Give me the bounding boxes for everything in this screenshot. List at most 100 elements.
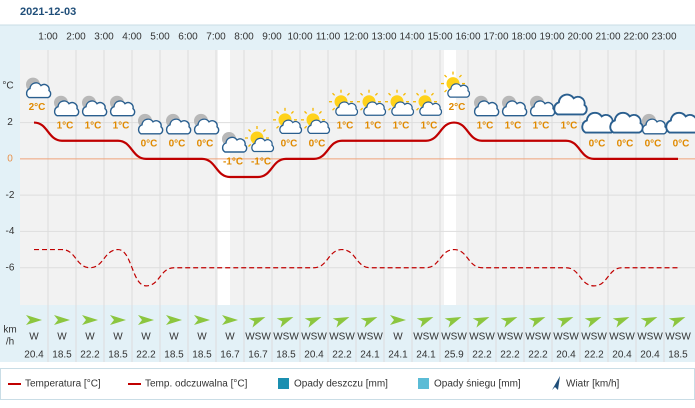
sun-ray — [458, 74, 462, 78]
wind-direction: WSW — [553, 332, 579, 343]
weather-icon — [385, 89, 415, 116]
x-tick-label: 2:00 — [66, 32, 86, 43]
axis-band — [0, 25, 20, 362]
sun-ray — [318, 110, 322, 114]
sun-ray — [360, 92, 364, 96]
wind-unit: km — [3, 325, 16, 336]
temperature-label: 1°C — [533, 120, 550, 131]
temperature-label: 1°C — [505, 120, 522, 131]
weather-icon — [109, 95, 136, 117]
x-tick-label: 16:00 — [455, 32, 480, 43]
weather-icon — [441, 71, 471, 98]
wind-unit: /h — [6, 337, 14, 348]
wind-direction: W — [197, 332, 207, 343]
wind-direction: WSW — [357, 332, 383, 343]
weather-icon — [413, 89, 443, 116]
wind-arrow — [528, 317, 546, 328]
wind-speed: 24.1 — [360, 350, 380, 361]
sun-ray — [248, 143, 252, 147]
wind-arrow — [26, 315, 42, 325]
legend-box — [0, 368, 695, 400]
wind-speed: 22.2 — [500, 350, 520, 361]
x-tick-label: 17:00 — [483, 32, 508, 43]
cloud — [53, 100, 80, 117]
weather-icon — [609, 111, 644, 134]
cloud — [109, 100, 136, 117]
wind-speed: 16.7 — [248, 350, 268, 361]
cloud — [193, 118, 220, 135]
wind-direction: WSW — [469, 332, 495, 343]
wind-direction: WSW — [441, 332, 467, 343]
y-tick-label: 2 — [7, 117, 13, 128]
legend-label: Temp. odczuwalna [°C] — [145, 379, 248, 390]
wind-speed: 22.2 — [332, 350, 352, 361]
cloud — [553, 93, 588, 116]
wind-speed: 18.5 — [668, 350, 688, 361]
sun-ray — [402, 92, 406, 96]
x-tick-label: 13:00 — [371, 32, 396, 43]
wind-direction: W — [29, 332, 39, 343]
weather-icon — [357, 89, 387, 116]
temperature-label: 1°C — [393, 120, 410, 131]
wind-speed: 18.5 — [52, 350, 72, 361]
wind-speed: 24.1 — [388, 350, 408, 361]
temperature-label: 0°C — [673, 138, 690, 149]
cloud — [81, 100, 108, 117]
cloud — [307, 119, 331, 134]
wind-direction: WSW — [609, 332, 635, 343]
weather-icon — [273, 107, 303, 134]
wind-direction: WSW — [329, 332, 355, 343]
wind-direction: WSW — [637, 332, 663, 343]
wind-arrow — [390, 315, 406, 325]
wind-direction: WSW — [525, 332, 551, 343]
weather-icon — [329, 89, 359, 116]
weather-icon — [553, 93, 588, 116]
sun-ray — [304, 125, 308, 129]
sun-ray — [444, 89, 448, 93]
x-tick-label: 6:00 — [178, 32, 198, 43]
wind-speed: 18.5 — [108, 350, 128, 361]
sun-ray — [276, 125, 280, 129]
legend-label: Opady śniegu [mm] — [434, 379, 521, 390]
weather-icon — [665, 111, 695, 134]
temperature-label: 0°C — [589, 138, 606, 149]
wind-arrow — [304, 317, 322, 328]
wind-speed: 22.2 — [136, 350, 156, 361]
x-tick-label: 5:00 — [150, 32, 170, 43]
wind-arrow — [444, 317, 462, 328]
wind-arrow — [138, 315, 154, 325]
wind-speed: 22.2 — [584, 350, 604, 361]
wind-arrow — [248, 317, 266, 328]
cloud — [419, 101, 443, 116]
x-tick-label: 12:00 — [343, 32, 368, 43]
series-line — [33, 121, 678, 179]
sun-ray — [262, 129, 266, 133]
sun-ray — [290, 110, 294, 114]
wind-arrow — [416, 317, 434, 328]
sun-ray — [430, 92, 434, 96]
weather-icon — [501, 95, 528, 117]
wind-direction: W — [85, 332, 95, 343]
temperature-label: 0°C — [169, 138, 186, 149]
wind-arrow — [668, 317, 686, 328]
temperature-label: -1°C — [223, 157, 243, 168]
temperature-label: 1°C — [57, 120, 74, 131]
wind-speed: 20.4 — [612, 350, 632, 361]
wind-arrow — [332, 317, 350, 328]
x-tick-label: 23:00 — [651, 32, 676, 43]
x-tick-label: 8:00 — [234, 32, 254, 43]
weather-icon — [529, 95, 556, 117]
wind-speed: 24.1 — [416, 350, 436, 361]
temperature-label: -1°C — [251, 157, 271, 168]
x-tick-label: 15:00 — [427, 32, 452, 43]
cloud — [137, 118, 164, 135]
wind-arrow — [556, 317, 574, 328]
hour-band — [20, 25, 695, 50]
temperature-label: 1°C — [85, 120, 102, 131]
sun-ray — [444, 74, 448, 78]
cloud — [279, 119, 303, 134]
wind-speed: 25.9 — [444, 350, 464, 361]
wind-speed: 20.4 — [24, 350, 44, 361]
weather-icon — [137, 113, 164, 135]
wind-arrow — [82, 315, 98, 325]
